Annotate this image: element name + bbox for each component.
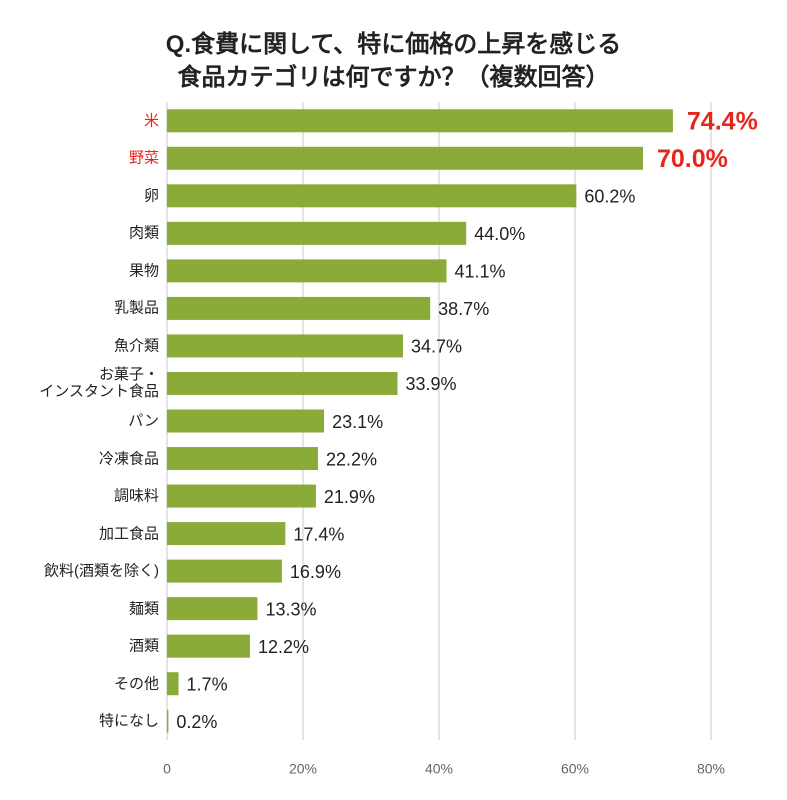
x-tick-label: 40% <box>425 761 453 777</box>
bar <box>167 522 286 546</box>
y-tick-label: 卵 <box>143 187 159 205</box>
bar <box>167 709 169 733</box>
y-tick-label: パン <box>128 412 159 430</box>
bar <box>167 221 467 245</box>
data-label: 22.2% <box>326 449 377 469</box>
bar <box>167 371 398 395</box>
x-tick-label: 20% <box>289 761 317 777</box>
chart-title: 食品カテゴリは何ですか？（複数回答） <box>177 64 610 91</box>
data-label: 13.3% <box>265 599 316 619</box>
data-label: 23.1% <box>332 412 383 432</box>
data-label: 21.9% <box>324 487 375 507</box>
data-label: 17.4% <box>293 524 344 544</box>
x-tick-label: 60% <box>561 761 589 777</box>
data-label: 60.2% <box>584 187 635 207</box>
data-label: 74.4% <box>687 107 758 135</box>
y-tick-label: 飲料(酒類を除く) <box>44 562 159 580</box>
y-tick-label: 米 <box>143 112 159 130</box>
data-label: 33.9% <box>406 374 457 394</box>
y-tick-label: 冷凍食品 <box>98 450 159 468</box>
data-label: 41.1% <box>454 262 505 282</box>
bar <box>167 409 325 433</box>
y-tick-label: 加工食品 <box>98 525 159 543</box>
bar <box>167 634 250 658</box>
data-label: 34.7% <box>411 337 462 357</box>
bar <box>167 559 282 583</box>
bar <box>167 146 643 170</box>
y-tick-label: 調味料 <box>113 487 159 505</box>
y-tick-label: その他 <box>113 675 159 693</box>
y-tick-label: 麺類 <box>128 600 159 618</box>
chart-title: Q.食費に関して、特に価格の上昇を感じる <box>165 31 622 58</box>
y-tick-label: 果物 <box>128 262 159 280</box>
data-label: 38.7% <box>438 299 489 319</box>
y-tick-label: 特になし <box>98 712 159 730</box>
bar <box>167 109 673 133</box>
bar <box>167 447 318 471</box>
x-tick-label: 80% <box>697 761 725 777</box>
bar <box>167 296 431 320</box>
x-tick-label: 0 <box>163 761 171 777</box>
data-label: 12.2% <box>258 637 309 657</box>
bar <box>167 597 258 621</box>
data-label: 1.7% <box>187 674 228 694</box>
bar <box>167 334 403 358</box>
data-label: 44.0% <box>474 224 525 244</box>
y-tick-label: お菓子・ インスタント食品 <box>39 366 159 401</box>
bar <box>167 672 179 696</box>
data-label: 70.0% <box>657 145 728 173</box>
data-label: 16.9% <box>290 562 341 582</box>
y-tick-label: 乳製品 <box>113 299 159 317</box>
bar <box>167 184 577 208</box>
data-label: 0.2% <box>176 712 217 732</box>
y-tick-label: 酒類 <box>128 637 159 655</box>
y-tick-label: 魚介類 <box>113 337 159 355</box>
y-tick-label: 野菜 <box>128 149 159 167</box>
bar <box>167 259 447 283</box>
y-tick-label: 肉類 <box>128 224 159 242</box>
bar <box>167 484 316 508</box>
